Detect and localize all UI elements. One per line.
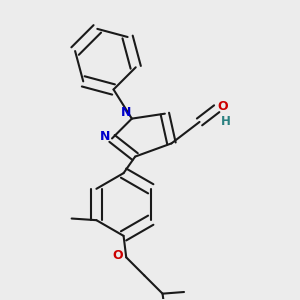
Text: N: N — [121, 106, 131, 119]
Text: H: H — [221, 115, 231, 128]
Text: N: N — [100, 130, 110, 143]
Text: O: O — [113, 249, 123, 262]
Text: O: O — [217, 100, 228, 112]
